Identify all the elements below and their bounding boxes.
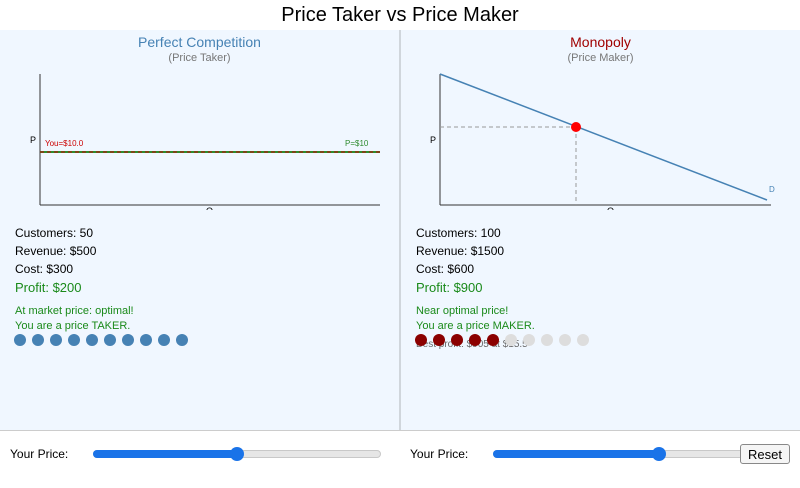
cost-text: Cost: $300 xyxy=(15,262,74,276)
profit-text: Profit: $200 xyxy=(15,280,82,295)
demand-curve xyxy=(439,73,768,201)
progress-dot xyxy=(487,334,499,346)
feedback-line-2: You are a price MAKER. xyxy=(416,320,535,332)
progress-dot xyxy=(158,334,170,346)
progress-dots xyxy=(14,334,188,346)
progress-dot xyxy=(14,334,26,346)
progress-dot xyxy=(104,334,116,346)
progress-dot xyxy=(50,334,62,346)
progress-dot xyxy=(559,334,571,346)
left-price-label: Your Price: xyxy=(10,447,69,461)
price-taker-chart: P Q You=$10.0 P=$10 xyxy=(30,74,380,210)
perfect-competition-panel: Perfect Competition (Price Taker) P Q Yo… xyxy=(0,30,399,430)
reset-button[interactable]: Reset xyxy=(740,444,790,464)
cost-text: Cost: $600 xyxy=(416,262,475,276)
progress-dots xyxy=(415,334,589,346)
revenue-text: Revenue: $500 xyxy=(15,244,97,258)
panel-divider xyxy=(399,30,401,430)
x-axis-label: Q xyxy=(607,206,614,210)
panel-subtitle: (Price Maker) xyxy=(567,52,634,64)
feedback-line-1: At market price: optimal! xyxy=(15,305,134,317)
monopoly-panel: Monopoly (Price Maker) P Q D Customers: … xyxy=(401,30,800,430)
progress-dot xyxy=(469,334,481,346)
controls-bar: Your Price: Your Price: Reset xyxy=(0,430,800,488)
your-price-label: You=$10.0 xyxy=(45,139,84,148)
feedback-line-1: Near optimal price! xyxy=(416,305,509,317)
feedback-message: Near optimal price! You are a price MAKE… xyxy=(416,304,535,334)
customers-text: Customers: 100 xyxy=(416,226,501,240)
demand-label: D xyxy=(769,185,775,194)
market-price-label: P=$10 xyxy=(345,139,369,148)
right-price-slider[interactable] xyxy=(493,447,781,461)
left-price-slider[interactable] xyxy=(93,447,381,461)
revenue-text: Revenue: $1500 xyxy=(416,244,505,258)
progress-dot xyxy=(32,334,44,346)
progress-dot xyxy=(433,334,445,346)
progress-dot xyxy=(140,334,152,346)
slider-thumb[interactable] xyxy=(651,447,666,461)
slider-thumb[interactable] xyxy=(230,447,244,461)
progress-dot xyxy=(68,334,80,346)
progress-dot xyxy=(176,334,188,346)
progress-dot xyxy=(86,334,98,346)
y-axis-label: P xyxy=(430,135,436,145)
progress-dot xyxy=(577,334,589,346)
price-maker-chart: P Q D xyxy=(430,73,775,210)
progress-dot xyxy=(541,334,553,346)
feedback-message: At market price: optimal! You are a pric… xyxy=(15,304,134,334)
progress-dot xyxy=(122,334,134,346)
panel-subtitle: (Price Taker) xyxy=(168,52,231,64)
progress-dot xyxy=(505,334,517,346)
progress-dot xyxy=(523,334,535,346)
page-title: Price Taker vs Price Maker xyxy=(281,4,519,26)
slider-fill xyxy=(493,450,659,458)
stats-block: Customers: 100 Revenue: $1500 Cost: $600 xyxy=(416,224,504,278)
panel-title: Monopoly xyxy=(570,34,631,50)
panel-title: Perfect Competition xyxy=(138,34,261,50)
customers-text: Customers: 50 xyxy=(15,226,94,240)
stats-block: Customers: 50 Revenue: $500 Cost: $300 xyxy=(15,224,96,278)
price-point xyxy=(571,122,581,132)
feedback-line-2: You are a price TAKER. xyxy=(15,320,131,332)
progress-dot xyxy=(415,334,427,346)
slider-fill xyxy=(93,450,237,458)
profit-text: Profit: $900 xyxy=(416,280,483,295)
progress-dot xyxy=(451,334,463,346)
x-axis-label: Q xyxy=(206,206,213,210)
right-price-label: Your Price: xyxy=(410,447,469,461)
y-axis-label: P xyxy=(30,135,36,145)
